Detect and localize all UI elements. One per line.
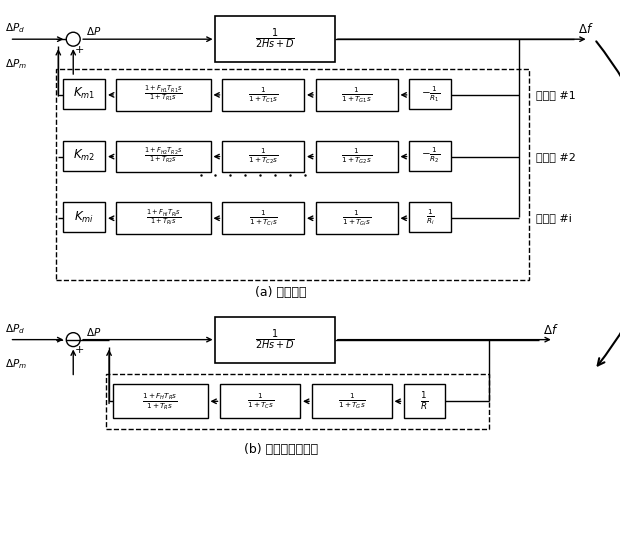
Bar <box>223 79 304 111</box>
Text: 发电机 #i: 发电机 #i <box>536 213 572 224</box>
Bar <box>409 79 452 109</box>
Text: $\Delta P$: $\Delta P$ <box>86 326 101 338</box>
FancyArrowPatch shape <box>596 41 622 366</box>
Bar <box>409 140 452 170</box>
Text: $-$: $-$ <box>54 33 64 43</box>
Bar <box>215 16 335 62</box>
Text: $\frac{1}{1+T_{C2}s}$: $\frac{1}{1+T_{C2}s}$ <box>248 147 279 167</box>
Bar <box>116 203 210 234</box>
Text: $\frac{1}{1+T_{G2}s}$: $\frac{1}{1+T_{G2}s}$ <box>341 147 373 167</box>
Text: $\frac{1}{R_i}$: $\frac{1}{R_i}$ <box>426 207 435 227</box>
Text: $\frac{1}{1+T_{C1}s}$: $\frac{1}{1+T_{C1}s}$ <box>248 85 279 105</box>
Text: $\Delta f$: $\Delta f$ <box>543 323 559 337</box>
Text: $K_{m2}$: $K_{m2}$ <box>73 148 95 163</box>
Text: $-$: $-$ <box>54 333 64 344</box>
Bar <box>215 317 335 362</box>
Bar <box>106 375 489 429</box>
Text: $\frac{1}{2Hs+D}$: $\frac{1}{2Hs+D}$ <box>255 27 295 51</box>
Text: $\frac{1}{2Hs+D}$: $\frac{1}{2Hs+D}$ <box>255 327 295 352</box>
Bar <box>312 384 392 418</box>
Bar <box>113 384 208 418</box>
Text: $\Delta P_m$: $\Delta P_m$ <box>4 358 27 371</box>
Bar <box>220 384 300 418</box>
Text: $\frac{1+F_H T_R s}{1+T_R s}$: $\frac{1+F_H T_R s}{1+T_R s}$ <box>142 391 178 412</box>
Text: $\frac{1+F_{H1}T_{R1}s}{1+T_{R1}s}$: $\frac{1+F_{H1}T_{R1}s}{1+T_{R1}s}$ <box>144 85 183 105</box>
Text: $\Delta f$: $\Delta f$ <box>578 22 593 36</box>
Text: $K_{m1}$: $K_{m1}$ <box>73 86 95 101</box>
Text: (b) 聚合的单机模型: (b) 聚合的单机模型 <box>244 443 318 456</box>
Text: 发电机 #1: 发电机 #1 <box>536 90 575 100</box>
Bar <box>409 203 452 232</box>
Text: $\Delta P_d$: $\Delta P_d$ <box>4 21 25 35</box>
Bar <box>316 140 397 173</box>
Text: $\Delta P_m$: $\Delta P_m$ <box>4 57 27 71</box>
Text: $\frac{1}{R}$: $\frac{1}{R}$ <box>420 390 429 412</box>
Bar <box>316 203 397 234</box>
Text: $K_{mi}$: $K_{mi}$ <box>74 210 94 225</box>
Text: $\Delta P_d$: $\Delta P_d$ <box>4 322 25 336</box>
Bar <box>116 79 210 111</box>
Text: $\Delta P$: $\Delta P$ <box>86 25 101 37</box>
Text: $-\frac{1}{R_2}$: $-\frac{1}{R_2}$ <box>421 146 440 166</box>
Bar <box>316 79 397 111</box>
Text: (a) 多机模型: (a) 多机模型 <box>256 286 307 300</box>
Text: $\frac{1}{1+T_G s}$: $\frac{1}{1+T_G s}$ <box>338 391 366 411</box>
Text: $+$: $+$ <box>74 344 85 355</box>
Text: $-\frac{1}{R_1}$: $-\frac{1}{R_1}$ <box>421 84 440 104</box>
Text: $+$: $+$ <box>74 43 85 55</box>
Bar <box>63 203 105 232</box>
Text: $\frac{1}{1+T_{G1}s}$: $\frac{1}{1+T_{G1}s}$ <box>341 85 373 105</box>
Text: $\frac{1}{1+T_C s}$: $\frac{1}{1+T_C s}$ <box>246 391 274 411</box>
Bar <box>57 69 529 280</box>
Text: $\frac{1}{1+T_{Ci}s}$: $\frac{1}{1+T_{Ci}s}$ <box>249 209 277 228</box>
Text: $\frac{1+F_{H2}T_{R2}s}{1+T_{R2}s}$: $\frac{1+F_{H2}T_{R2}s}{1+T_{R2}s}$ <box>144 147 183 166</box>
Text: 发电机 #2: 发电机 #2 <box>536 152 576 161</box>
Bar <box>63 140 105 170</box>
Bar <box>223 203 304 234</box>
Text: $\frac{1}{1+T_{Gi}s}$: $\frac{1}{1+T_{Gi}s}$ <box>342 209 371 228</box>
Text: $\frac{1+F_{Hi}T_{Ri}s}{1+T_{Ri}s}$: $\frac{1+F_{Hi}T_{Ri}s}{1+T_{Ri}s}$ <box>146 209 181 228</box>
Bar <box>223 140 304 173</box>
Bar <box>63 79 105 109</box>
Bar <box>404 384 445 418</box>
Bar <box>116 140 210 173</box>
